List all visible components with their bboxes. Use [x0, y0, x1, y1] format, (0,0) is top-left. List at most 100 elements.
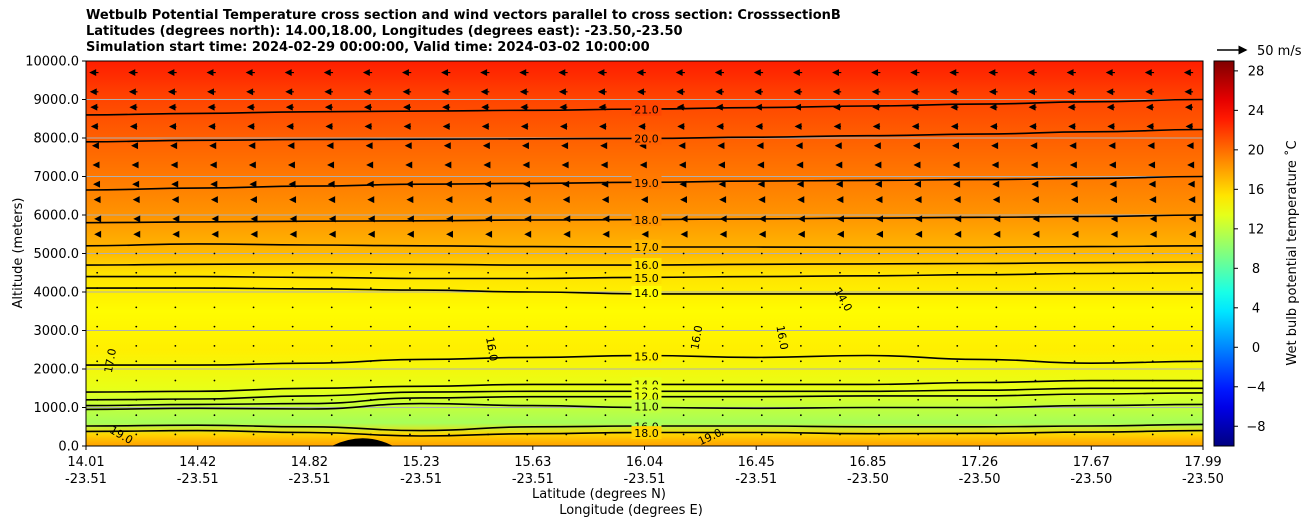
wind-vector — [1034, 325, 1037, 328]
wind-vector — [995, 252, 998, 255]
wind-vector — [1073, 379, 1076, 382]
wind-vector — [878, 345, 880, 347]
wind-vector — [1109, 180, 1117, 188]
wind-vector — [207, 103, 216, 111]
wind-vector — [839, 306, 841, 309]
wind-vector — [760, 433, 763, 436]
wind-vector — [1151, 360, 1154, 363]
wind-vector — [676, 103, 685, 111]
wind-vector — [1105, 69, 1115, 77]
wind-vector — [167, 69, 177, 77]
wind-vector — [366, 180, 374, 188]
wind-vector — [135, 252, 138, 255]
wind-vector — [1110, 215, 1118, 223]
wind-vector — [169, 122, 177, 130]
wind-vector — [995, 414, 998, 417]
wind-vector — [1112, 379, 1115, 382]
wind-vector — [956, 325, 959, 328]
wind-vector — [213, 414, 216, 417]
wind-vector — [1190, 271, 1193, 274]
wind-vector — [953, 196, 961, 204]
wind-vector — [604, 325, 607, 328]
wind-vector — [799, 287, 802, 290]
wind-vector — [369, 345, 372, 347]
wind-vector — [839, 252, 841, 255]
wind-vector — [1071, 230, 1079, 238]
wind-vector — [678, 161, 686, 169]
wind-vector — [1112, 360, 1115, 363]
wind-vector — [950, 103, 959, 111]
contour-label: 17.0 — [634, 241, 659, 254]
wind-vector — [912, 142, 920, 150]
wind-vector — [1151, 306, 1154, 309]
wind-vector — [330, 325, 333, 328]
wind-vector — [330, 345, 333, 347]
wind-vector — [1187, 180, 1195, 188]
wind-vector — [992, 180, 1000, 188]
wind-vector — [796, 180, 804, 188]
wind-vector — [721, 306, 724, 309]
contour-label: 20.0 — [634, 133, 659, 146]
y-axis-label: Altitude (meters) — [11, 198, 26, 309]
wind-vector — [956, 271, 959, 274]
wind-vector — [441, 88, 451, 96]
wind-vector — [522, 142, 529, 150]
wind-vector — [325, 122, 333, 130]
wind-vector — [560, 122, 568, 130]
wind-vector — [96, 271, 99, 274]
wind-vector — [832, 88, 842, 96]
wind-vector — [135, 379, 138, 382]
x-tick-label-lon: -23.50 — [959, 472, 1001, 487]
wind-vector — [330, 360, 333, 363]
wind-vector — [363, 88, 373, 96]
y-axis: 0.0 1000.0 2000.0 3000.0 4000.0 5000.0 6000.0 7… — [25, 55, 86, 455]
wind-vector — [481, 122, 490, 130]
wind-vector — [446, 230, 453, 238]
x-tick-label-lat: 16.85 — [849, 455, 886, 470]
wind-vector — [245, 69, 255, 77]
wind-vector — [94, 215, 102, 223]
wind-vector — [133, 215, 141, 223]
wind-vector — [876, 230, 884, 238]
wind-vector — [135, 433, 138, 436]
y-tick-label: 6000.0 — [34, 209, 80, 224]
wind-vector — [799, 379, 802, 382]
wind-vector — [526, 398, 529, 401]
wind-vector — [487, 360, 490, 363]
wind-vector — [526, 414, 529, 417]
wind-vector — [1067, 88, 1076, 96]
wind-vector — [487, 379, 490, 382]
title-line-1: Wetbulb Potential Temperature cross sect… — [86, 8, 841, 23]
wind-vector — [403, 103, 412, 111]
wind-vector — [878, 398, 880, 401]
wind-vector — [480, 69, 490, 77]
wind-vector — [643, 414, 646, 417]
wind-vector — [480, 88, 490, 96]
wind-vector — [252, 271, 255, 274]
wind-vector — [409, 325, 411, 328]
wind-vector — [448, 360, 450, 363]
wind-vector — [565, 306, 568, 309]
wind-vector — [917, 306, 920, 309]
wind-vector — [289, 196, 297, 204]
wind-vector — [760, 360, 763, 363]
wind-vector — [604, 398, 607, 401]
wind-vector — [172, 230, 180, 238]
wind-vector — [96, 379, 99, 382]
wind-vector — [448, 345, 450, 347]
wind-vector — [795, 142, 803, 150]
wind-vector — [1149, 230, 1157, 238]
wind-vector — [1186, 142, 1194, 150]
wind-vector — [1073, 414, 1076, 417]
y-tick-label: 4000.0 — [34, 286, 80, 301]
wind-vector — [1031, 180, 1039, 188]
wind-vector — [562, 196, 570, 204]
wind-vector — [482, 142, 490, 150]
wind-vector — [682, 325, 685, 328]
wind-vector — [1070, 180, 1078, 188]
wind-vector — [135, 360, 138, 363]
wind-vector — [132, 196, 140, 204]
wind-vector — [1151, 379, 1154, 382]
wind-vector — [252, 433, 255, 436]
wind-vector — [285, 103, 294, 111]
